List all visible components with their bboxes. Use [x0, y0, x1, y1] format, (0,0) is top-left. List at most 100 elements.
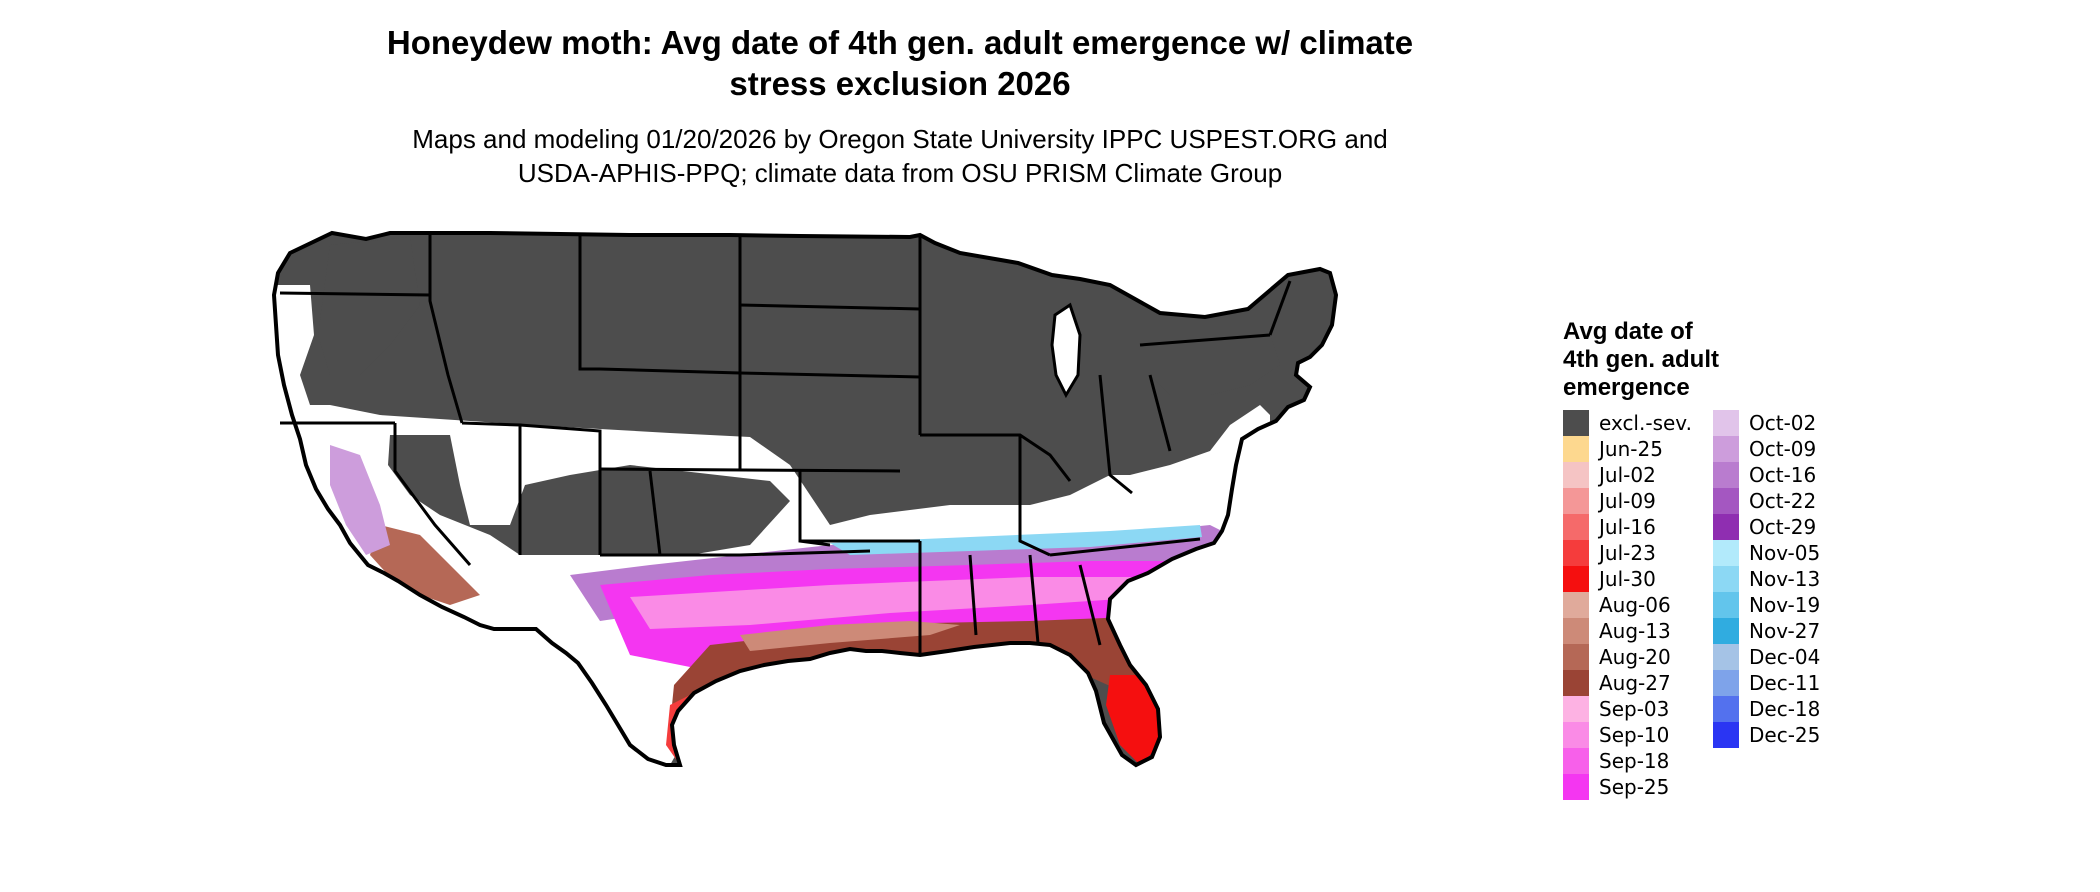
legend-item: Aug-20	[1563, 644, 1692, 670]
legend-label: Oct-02	[1749, 411, 1817, 435]
legend-item: Sep-10	[1563, 722, 1692, 748]
zone-oct-california	[330, 445, 390, 555]
legend-column-1: excl.-sev. Jun-25 Jul-02 Jul-09 Jul-16 Jul-23…	[1563, 410, 1692, 800]
legend-item: Oct-09	[1713, 436, 1820, 462]
legend-item: Aug-27	[1563, 670, 1692, 696]
legend-swatch	[1563, 410, 1589, 436]
legend-swatch	[1713, 488, 1739, 514]
legend-label: Aug-06	[1599, 593, 1671, 617]
legend-label: Jul-02	[1599, 463, 1656, 487]
legend-swatch	[1563, 774, 1589, 800]
legend-swatch	[1713, 696, 1739, 722]
zone-dark-ohio-valley	[1150, 335, 1280, 395]
legend-swatch	[1713, 436, 1739, 462]
legend-swatch	[1563, 436, 1589, 462]
legend-swatch	[1713, 592, 1739, 618]
legend-swatch	[1713, 462, 1739, 488]
legend-label: Oct-29	[1749, 515, 1817, 539]
legend-item: Nov-05	[1713, 540, 1820, 566]
legend-swatch	[1563, 670, 1589, 696]
legend-swatch	[1563, 488, 1589, 514]
legend-item: Jun-25	[1563, 436, 1692, 462]
legend-item: Jul-16	[1563, 514, 1692, 540]
legend-item: Oct-16	[1713, 462, 1820, 488]
legend-swatch	[1713, 722, 1739, 748]
map-title: Honeydew moth: Avg date of 4th gen. adul…	[300, 22, 1500, 104]
legend-label: Jun-25	[1599, 437, 1663, 461]
legend-swatch	[1563, 748, 1589, 774]
zone-aug-sw	[370, 525, 480, 605]
legend-swatch	[1713, 618, 1739, 644]
legend-title-line-1: Avg date of	[1563, 318, 1693, 345]
legend-label: Jul-09	[1599, 489, 1656, 513]
legend-label: Jul-30	[1599, 567, 1656, 591]
legend-label: Oct-16	[1749, 463, 1817, 487]
legend-swatch	[1563, 722, 1589, 748]
legend-item: Jul-23	[1563, 540, 1692, 566]
lake-michigan	[1050, 302, 1082, 399]
legend-item: Oct-29	[1713, 514, 1820, 540]
legend-swatch	[1563, 618, 1589, 644]
legend-label: Oct-09	[1749, 437, 1817, 461]
legend-swatch	[1713, 540, 1739, 566]
legend-label: excl.-sev.	[1599, 411, 1692, 435]
legend-item: Oct-02	[1713, 410, 1820, 436]
title-line-1: Honeydew moth: Avg date of 4th gen. adul…	[386, 24, 1414, 61]
legend-column-2: Oct-02 Oct-09 Oct-16 Oct-22 Oct-29 Nov-05 Nov-…	[1713, 410, 1820, 748]
zone-dark-nw	[318, 237, 420, 375]
legend-label: Dec-11	[1749, 671, 1821, 695]
legend-label: Aug-20	[1599, 645, 1671, 669]
legend-item: Oct-22	[1713, 488, 1820, 514]
legend-swatch	[1713, 410, 1739, 436]
legend-swatch	[1563, 644, 1589, 670]
legend-swatch	[1713, 514, 1739, 540]
subtitle-line-1: Maps and modeling 01/20/2026 by Oregon S…	[412, 124, 1388, 154]
us-outline	[271, 230, 1339, 768]
legend-swatch	[1713, 670, 1739, 696]
legend-swatch	[1563, 592, 1589, 618]
legend-item: Sep-03	[1563, 696, 1692, 722]
legend-item: Dec-04	[1713, 644, 1820, 670]
legend-item: Nov-27	[1713, 618, 1820, 644]
legend-item: Aug-06	[1563, 592, 1692, 618]
legend-label: Dec-18	[1749, 697, 1821, 721]
legend-item: Jul-09	[1563, 488, 1692, 514]
state-borders	[279, 233, 1292, 653]
legend-swatch	[1713, 644, 1739, 670]
legend-swatch	[1563, 514, 1589, 540]
legend-label: Jul-23	[1599, 541, 1656, 565]
legend-title: Avg date of 4th gen. adult emergence	[1563, 318, 1783, 402]
legend-label: Dec-04	[1749, 645, 1821, 669]
legend-swatch	[1563, 462, 1589, 488]
legend-label: Nov-27	[1749, 619, 1821, 643]
legend-item: Nov-13	[1713, 566, 1820, 592]
legend-title-line-3: emergence	[1563, 374, 1690, 401]
us-map	[271, 230, 1339, 768]
legend-label: Sep-10	[1599, 723, 1670, 747]
legend-label: Nov-05	[1749, 541, 1821, 565]
legend-label: Sep-18	[1599, 749, 1670, 773]
legend-item: Aug-13	[1563, 618, 1692, 644]
legend-label: Nov-19	[1749, 593, 1821, 617]
zone-nov	[830, 525, 1202, 555]
legend-label: Dec-25	[1749, 723, 1821, 747]
legend-swatch	[1563, 566, 1589, 592]
legend-item: Dec-18	[1713, 696, 1820, 722]
legend-item: Jul-02	[1563, 462, 1692, 488]
zone-sep-light	[630, 577, 1170, 629]
legend-title-line-2: 4th gen. adult	[1563, 346, 1719, 373]
zone-jul-florida	[1106, 675, 1160, 765]
legend-swatch	[1563, 696, 1589, 722]
legend-label: Jul-16	[1599, 515, 1656, 539]
subtitle-line-2: USDA-APHIS-PPQ; climate data from OSU PR…	[517, 158, 1283, 188]
legend-label: Sep-03	[1599, 697, 1670, 721]
legend-item: Nov-19	[1713, 592, 1820, 618]
legend-label: Aug-27	[1599, 671, 1671, 695]
legend-item: Dec-11	[1713, 670, 1820, 696]
legend-item: Sep-18	[1563, 748, 1692, 774]
legend-item: excl.-sev.	[1563, 410, 1692, 436]
legend-label: Nov-13	[1749, 567, 1821, 591]
legend-label: Oct-22	[1749, 489, 1817, 513]
legend-item: Jul-30	[1563, 566, 1692, 592]
zone-aug-light	[740, 621, 960, 651]
